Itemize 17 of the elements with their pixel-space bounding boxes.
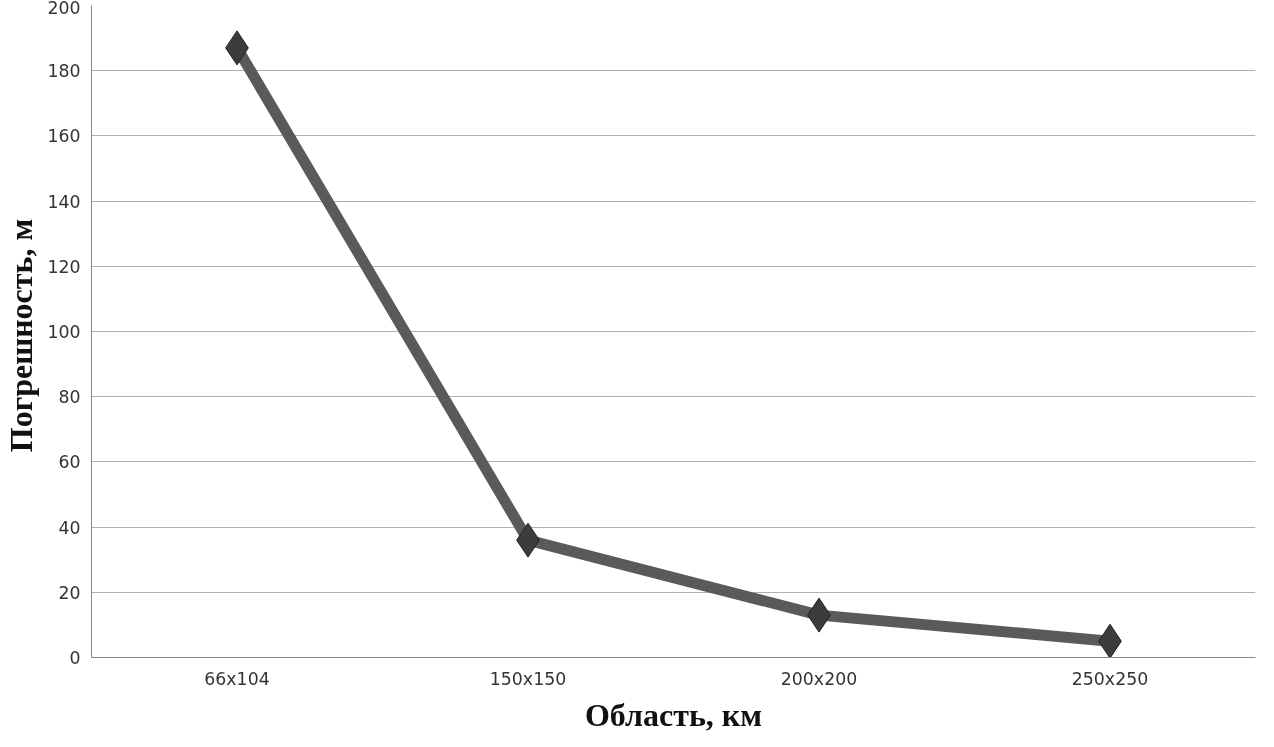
x-tick-label: 66x104 xyxy=(204,668,270,689)
y-tick-label: 160 xyxy=(47,126,81,147)
y-tick-label: 120 xyxy=(47,256,81,277)
y-tick-label: 40 xyxy=(58,517,81,538)
y-tick-label: 0 xyxy=(69,648,81,668)
y-tick-label: 20 xyxy=(58,582,81,603)
y-tick-label: 80 xyxy=(58,387,81,408)
y-tick-label: 100 xyxy=(47,322,81,342)
y-tick-label: 140 xyxy=(47,191,81,212)
y-tick-label: 60 xyxy=(58,452,81,473)
x-axis-title: Область, км xyxy=(584,696,763,733)
y-tick-label: 200 xyxy=(47,0,81,18)
y-tick-label: 180 xyxy=(47,61,81,82)
y-axis-title: Погрешность, м xyxy=(3,218,40,453)
x-tick-label: 150x150 xyxy=(489,668,567,689)
x-tick-label: 250x250 xyxy=(1071,668,1149,689)
x-tick-label: 200x200 xyxy=(780,668,858,689)
